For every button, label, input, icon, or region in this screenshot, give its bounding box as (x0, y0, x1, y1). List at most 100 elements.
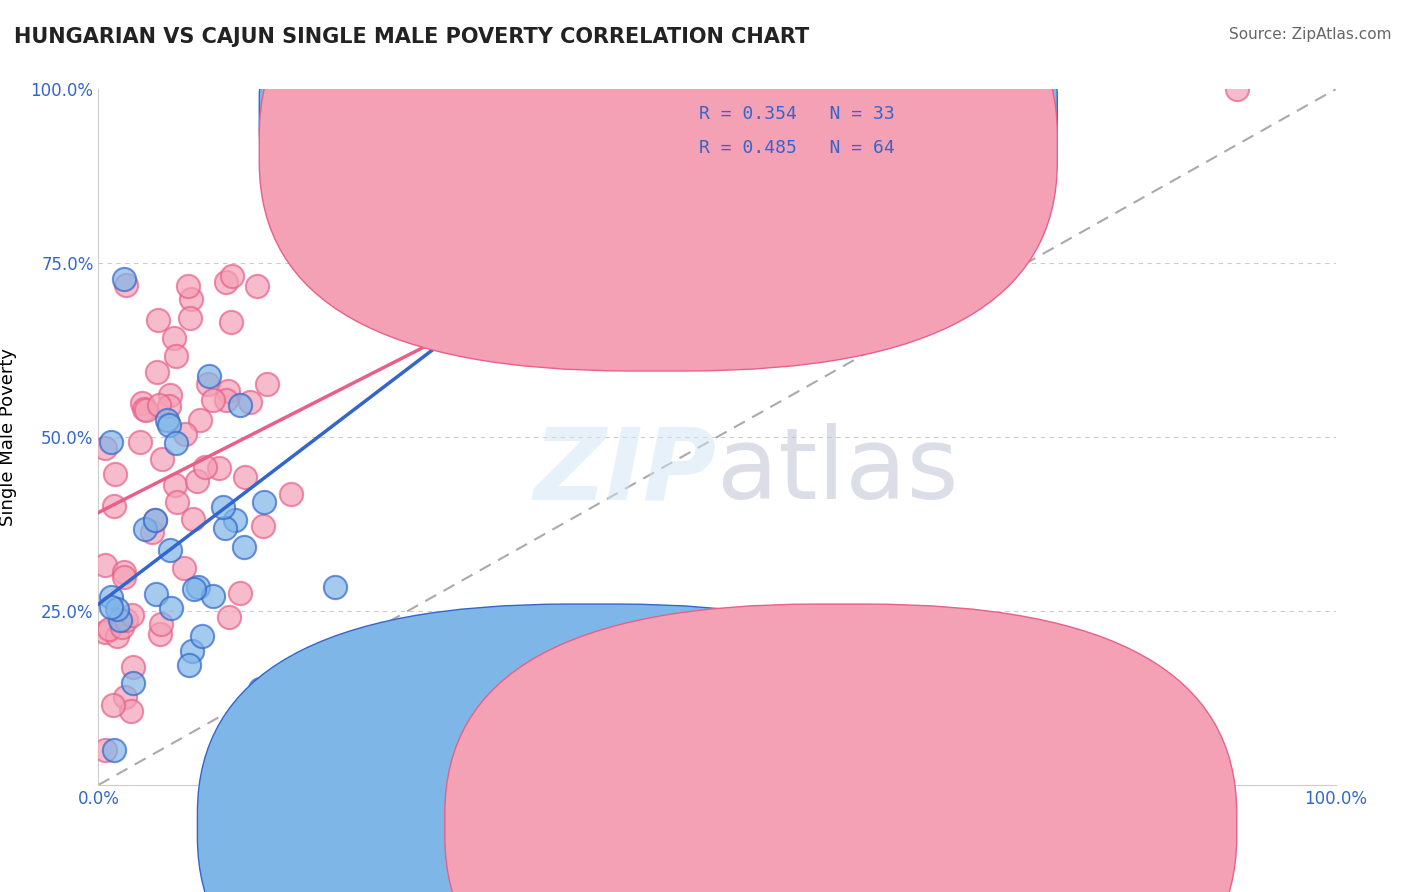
FancyBboxPatch shape (259, 0, 1057, 336)
Point (112, 570, 135, 584)
Point (103, 743, 125, 757)
Point (98, 623, 121, 637)
Point (145, 587, 167, 601)
Point (141, 525, 163, 540)
Point (221, 269, 243, 284)
Point (128, 435, 150, 450)
Point (323, 580, 346, 594)
Point (112, 271, 135, 285)
Point (93, 558, 115, 573)
Point (93, 624, 115, 639)
Point (112, 565, 135, 579)
Point (217, 384, 239, 398)
Point (146, 365, 169, 379)
Point (249, 682, 271, 697)
Point (246, 278, 269, 293)
Point (103, 499, 125, 513)
Point (159, 388, 181, 402)
Point (191, 629, 214, 643)
Point (194, 460, 217, 475)
Point (224, 513, 246, 527)
Point (143, 513, 166, 527)
Point (159, 543, 181, 558)
Point (215, 392, 238, 407)
Point (177, 279, 200, 293)
Point (198, 368, 221, 383)
Point (214, 521, 236, 535)
Point (253, 495, 276, 509)
Point (100, 599, 122, 614)
Point (163, 331, 186, 345)
FancyBboxPatch shape (606, 82, 977, 179)
Point (201, 590, 224, 604)
Point (179, 310, 201, 325)
FancyBboxPatch shape (259, 0, 1057, 371)
Point (149, 617, 172, 632)
Point (183, 582, 205, 596)
Point (252, 519, 274, 533)
Point (256, 376, 278, 391)
Point (111, 620, 134, 634)
Point (110, 613, 132, 627)
Point (228, 586, 250, 600)
Point (104, 467, 127, 481)
Point (173, 560, 195, 574)
Point (100, 590, 122, 604)
Point (165, 350, 187, 364)
Point (131, 396, 153, 410)
Point (1226, 82, 1249, 96)
Point (180, 292, 202, 306)
Point (211, 500, 233, 514)
Point (143, 512, 166, 526)
Point (197, 376, 219, 391)
Point (121, 607, 143, 622)
Point (114, 613, 136, 627)
Point (165, 436, 187, 450)
Point (335, 227, 357, 241)
Point (150, 451, 173, 466)
Text: atlas: atlas (717, 424, 959, 520)
Text: ZIP: ZIP (534, 424, 717, 520)
Point (93, 442, 115, 456)
Point (219, 315, 242, 329)
Point (159, 418, 181, 433)
Point (146, 313, 169, 327)
Point (105, 601, 128, 615)
Point (239, 395, 262, 409)
Point (181, 512, 204, 526)
Point (165, 478, 187, 492)
Point (280, 487, 302, 501)
Point (114, 690, 136, 705)
Point (215, 275, 238, 289)
Text: R = 0.485   N = 64: R = 0.485 N = 64 (699, 139, 894, 157)
Text: HUNGARIAN VS CAJUN SINGLE MALE POVERTY CORRELATION CHART: HUNGARIAN VS CAJUN SINGLE MALE POVERTY C… (14, 27, 810, 46)
Point (105, 629, 128, 643)
Y-axis label: Single Male Poverty: Single Male Poverty (0, 348, 17, 526)
Point (122, 660, 145, 674)
Point (187, 581, 209, 595)
Point (166, 494, 188, 508)
Point (181, 644, 204, 658)
Point (148, 398, 170, 412)
Point (202, 392, 225, 407)
Point (101, 698, 124, 712)
Point (346, 197, 368, 211)
Point (160, 601, 183, 615)
Point (100, 435, 122, 450)
Text: Hungarians: Hungarians (669, 827, 765, 845)
Point (218, 609, 240, 624)
Point (188, 413, 211, 427)
Point (233, 541, 256, 555)
Point (229, 398, 252, 412)
Point (115, 277, 138, 292)
Text: Source: ZipAtlas.com: Source: ZipAtlas.com (1229, 27, 1392, 42)
Point (157, 400, 180, 414)
Point (93, 743, 115, 757)
Point (186, 474, 208, 488)
Text: R = 0.354   N = 33: R = 0.354 N = 33 (699, 104, 894, 122)
FancyBboxPatch shape (197, 604, 990, 892)
Point (156, 413, 179, 427)
Point (284, 152, 307, 166)
Text: Cajuns: Cajuns (875, 827, 931, 845)
Point (120, 704, 142, 718)
